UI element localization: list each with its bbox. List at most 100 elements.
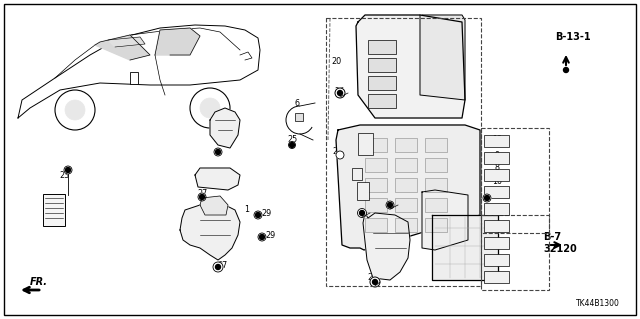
Text: 18: 18 <box>356 136 366 145</box>
Text: 12: 12 <box>410 98 420 107</box>
Text: 8: 8 <box>374 68 380 77</box>
Bar <box>484 237 509 249</box>
Text: 10: 10 <box>372 92 382 100</box>
Text: 24: 24 <box>483 189 493 198</box>
Text: B-7: B-7 <box>543 232 561 242</box>
Circle shape <box>258 233 266 241</box>
Text: 29: 29 <box>265 231 275 240</box>
Circle shape <box>200 98 220 118</box>
Text: 2: 2 <box>182 228 188 238</box>
Bar <box>425 138 447 152</box>
Text: 27: 27 <box>217 261 227 270</box>
Text: 4: 4 <box>234 174 239 182</box>
Circle shape <box>198 193 206 201</box>
Circle shape <box>483 194 491 202</box>
Text: 23: 23 <box>59 170 69 180</box>
Text: 26: 26 <box>334 87 344 97</box>
Circle shape <box>360 211 365 216</box>
Bar <box>425 178 447 192</box>
Bar <box>358 133 373 155</box>
Polygon shape <box>422 190 468 250</box>
Bar <box>368 40 396 54</box>
Text: 17: 17 <box>388 233 398 241</box>
Bar <box>484 220 509 232</box>
Text: 22: 22 <box>388 197 398 206</box>
Bar <box>484 271 509 283</box>
Circle shape <box>370 277 380 287</box>
Polygon shape <box>200 196 228 215</box>
Polygon shape <box>432 215 498 280</box>
Polygon shape <box>210 108 240 148</box>
Bar <box>368 76 396 90</box>
Text: TK44B1300: TK44B1300 <box>576 299 620 308</box>
Bar <box>365 178 387 192</box>
Bar <box>484 152 509 164</box>
Bar <box>484 203 509 215</box>
Text: FR.: FR. <box>30 277 48 287</box>
Text: 15: 15 <box>485 209 495 218</box>
Circle shape <box>289 143 294 147</box>
Circle shape <box>358 209 367 218</box>
Polygon shape <box>95 35 150 60</box>
Text: 26: 26 <box>358 205 368 214</box>
Text: 14: 14 <box>353 151 363 160</box>
Bar <box>357 182 369 200</box>
Circle shape <box>213 262 223 272</box>
Bar <box>368 94 396 108</box>
Circle shape <box>200 195 205 199</box>
Circle shape <box>335 88 345 98</box>
Polygon shape <box>336 125 480 250</box>
Bar <box>395 198 417 212</box>
Bar <box>365 218 387 232</box>
Text: 27: 27 <box>197 189 207 197</box>
Text: 3: 3 <box>49 203 54 211</box>
Polygon shape <box>420 15 465 100</box>
Circle shape <box>563 68 568 72</box>
Bar <box>365 198 387 212</box>
Bar <box>484 169 509 181</box>
Circle shape <box>289 142 296 149</box>
Circle shape <box>190 88 230 128</box>
Polygon shape <box>108 37 145 47</box>
Text: 8: 8 <box>495 164 499 173</box>
Circle shape <box>216 264 221 270</box>
Text: 28: 28 <box>367 272 377 281</box>
Bar <box>295 113 303 121</box>
Bar <box>484 135 509 147</box>
Bar <box>425 158 447 172</box>
Text: 32120: 32120 <box>543 244 577 254</box>
Bar <box>130 72 138 84</box>
Text: 25: 25 <box>288 136 298 145</box>
Bar <box>352 168 362 180</box>
Text: 9: 9 <box>495 151 500 160</box>
Text: 19: 19 <box>492 136 502 145</box>
Bar <box>425 218 447 232</box>
Polygon shape <box>180 205 240 260</box>
Text: 11: 11 <box>372 103 382 113</box>
Text: 5: 5 <box>221 114 227 122</box>
Text: 24: 24 <box>401 189 411 197</box>
Text: 1: 1 <box>244 205 250 214</box>
Circle shape <box>254 211 262 219</box>
Bar <box>484 254 509 266</box>
Bar <box>481 215 549 290</box>
Text: B-13-1: B-13-1 <box>555 32 591 42</box>
Circle shape <box>216 150 221 154</box>
Polygon shape <box>356 15 465 118</box>
Bar <box>365 158 387 172</box>
Polygon shape <box>18 25 260 118</box>
Bar <box>43 194 65 226</box>
Circle shape <box>64 166 72 174</box>
Circle shape <box>336 151 344 159</box>
Text: 16: 16 <box>360 50 370 60</box>
Text: 20: 20 <box>331 57 341 66</box>
Text: 11: 11 <box>344 166 354 174</box>
Polygon shape <box>155 28 200 55</box>
Text: 7: 7 <box>353 181 358 189</box>
Text: 24: 24 <box>332 147 342 157</box>
Bar <box>395 158 417 172</box>
Bar <box>395 138 417 152</box>
Circle shape <box>372 279 378 285</box>
Circle shape <box>255 212 260 218</box>
Bar <box>368 58 396 72</box>
